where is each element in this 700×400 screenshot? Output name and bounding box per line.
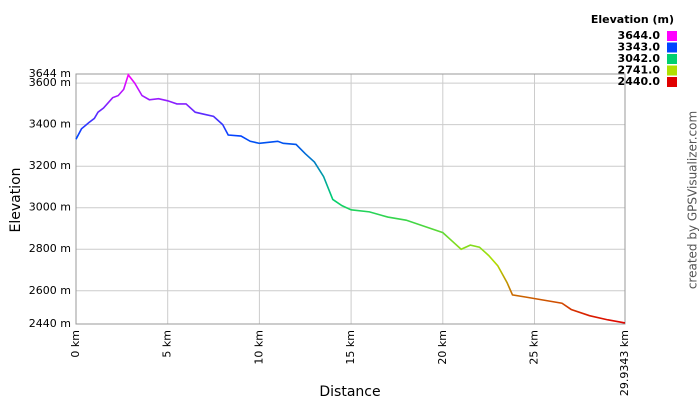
x-axis-title: Distance bbox=[319, 384, 380, 400]
legend-entry: 2741.0 bbox=[618, 64, 661, 77]
y-tick-label: 3000 m bbox=[29, 201, 71, 214]
legend-entry: 3644.0 bbox=[618, 29, 661, 42]
elevation-line bbox=[75, 73, 626, 324]
y-axis-title: Elevation bbox=[8, 167, 24, 232]
plot-frame bbox=[75, 73, 626, 325]
legend-entry: 2440.0 bbox=[618, 75, 661, 88]
legend-swatch bbox=[667, 31, 677, 41]
y-tick-label: 3644 m bbox=[29, 67, 71, 80]
x-tick-label: 29.9343 km bbox=[618, 330, 631, 396]
x-tick-label: 20 km bbox=[436, 330, 449, 365]
x-tick-label: 10 km bbox=[252, 330, 265, 365]
x-tick-label: 25 km bbox=[528, 330, 541, 365]
y-tick-label: 2440 m bbox=[29, 317, 71, 330]
x-tick-label: 5 km bbox=[161, 330, 174, 358]
y-tick-label: 3400 m bbox=[29, 118, 71, 131]
y-tick-label: 3600 m bbox=[29, 76, 71, 89]
y-tick-label: 2600 m bbox=[29, 284, 71, 297]
legend-swatch bbox=[667, 54, 677, 64]
credit: created by GPSVisualizer.com bbox=[686, 111, 700, 289]
legend-title: Elevation (m) bbox=[591, 13, 674, 26]
legend-swatch bbox=[667, 77, 677, 87]
y-tick-label: 2800 m bbox=[29, 242, 71, 255]
x-tick-label: 15 km bbox=[344, 330, 357, 365]
y-tick-label: 3200 m bbox=[29, 159, 71, 172]
x-tick-label: 0 km bbox=[69, 330, 82, 358]
legend-entry: 3343.0 bbox=[618, 41, 661, 54]
legend-swatch bbox=[667, 42, 677, 53]
legend-entry: 3042.0 bbox=[618, 52, 661, 65]
legend-swatch bbox=[667, 65, 677, 76]
